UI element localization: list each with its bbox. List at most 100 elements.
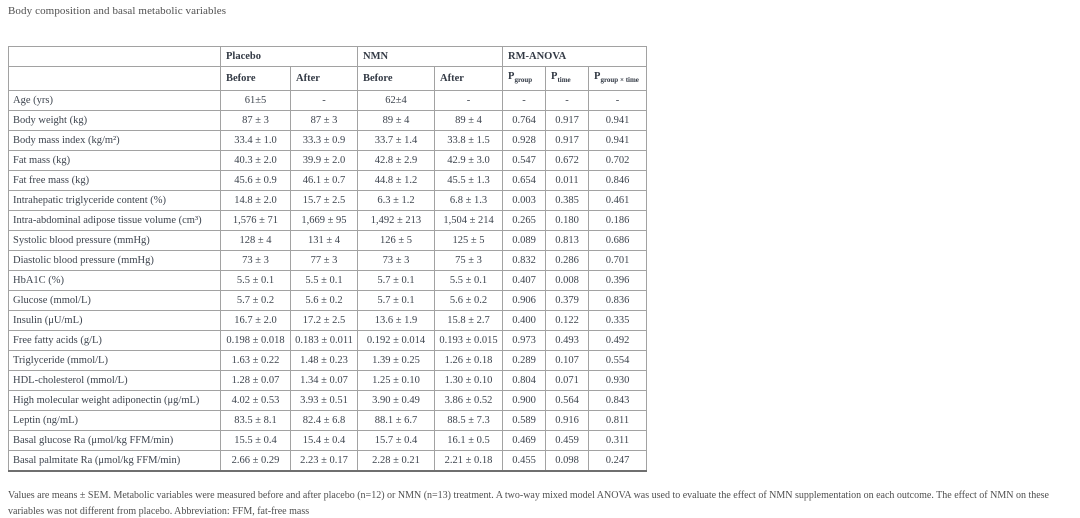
table-row: HDL-cholesterol (mmol/L) 1.28 ± 0.07 1.34 … (8, 370, 648, 392)
cell-value: - (588, 90, 648, 112)
cell-value: - (545, 90, 590, 112)
cell-value: 61±5 (220, 90, 291, 112)
cell-value: - (290, 90, 358, 112)
cell-value: 0.335 (588, 310, 648, 332)
cell-value: 1.26 ± 0.18 (433, 350, 504, 372)
cell-value: 0.916 (545, 410, 590, 432)
row-label: HbA1C (%) (8, 270, 221, 292)
cell-value: 0.286 (545, 250, 590, 272)
cell-value: 0.461 (588, 190, 648, 212)
cell-value: - (502, 90, 547, 112)
table-row: Diastolic blood pressure (mmHg) 73 ± 3 77 … (8, 250, 648, 272)
col-header-placebo-after: After (290, 65, 358, 92)
cell-value: 128 ± 4 (220, 230, 291, 252)
cell-value: 87 ± 3 (290, 110, 358, 132)
cell-value: 1.63 ± 0.22 (220, 350, 291, 372)
cell-value: 0.930 (588, 370, 648, 392)
row-label: Fat mass (kg) (8, 150, 221, 172)
table-footnote: Values are means ± SEM. Metabolic variab… (8, 490, 1049, 517)
cell-value: 1.30 ± 0.10 (433, 370, 504, 392)
row-label: Glucose (mmol/L) (8, 290, 221, 312)
cell-value: 0.469 (502, 430, 547, 452)
cell-value: 15.7 ± 2.5 (290, 190, 358, 212)
group-header-nmn: NMN (356, 46, 504, 67)
cell-value: 82.4 ± 6.8 (290, 410, 358, 432)
cell-value: 3.86 ± 0.52 (433, 390, 504, 412)
cell-value: 0.098 (545, 450, 590, 472)
cell-value: 75 ± 3 (433, 250, 504, 272)
table-row: Systolic blood pressure (mmHg) 128 ± 4 131… (8, 230, 648, 252)
p-subscript: time (557, 76, 571, 85)
cell-value: 0.672 (545, 150, 590, 172)
row-label: Leptin (ng/mL) (8, 410, 221, 432)
table-row: Leptin (ng/mL) 83.5 ± 8.1 82.4 ± 6.8 88.1 ±… (8, 410, 648, 432)
cell-value: 5.5 ± 0.1 (433, 270, 504, 292)
cell-value: 0.186 (588, 210, 648, 232)
cell-value: 46.1 ± 0.7 (290, 170, 358, 192)
table-row: Fat free mass (kg) 45.6 ± 0.9 46.1 ± 0.7 44… (8, 170, 648, 192)
cell-value: - (433, 90, 504, 112)
col-header-placebo-before: Before (220, 65, 291, 92)
cell-value: 88.1 ± 6.7 (357, 410, 435, 432)
metabolic-variables-table: Placebo NMN RM-ANOVA Before After Before… (8, 46, 648, 473)
cell-value: 77 ± 3 (290, 250, 358, 272)
cell-value: 0.900 (502, 390, 547, 412)
cell-value: 16.1 ± 0.5 (433, 430, 504, 452)
table-row: Insulin (μU/mL) 16.7 ± 2.0 17.2 ± 2.5 13.6 … (8, 310, 648, 332)
cell-value: 0.654 (502, 170, 547, 192)
cell-value: 0.832 (502, 250, 547, 272)
cell-value: 6.8 ± 1.3 (433, 190, 504, 212)
row-label: Body weight (kg) (8, 110, 221, 132)
cell-value: 33.7 ± 1.4 (357, 130, 435, 152)
cell-value: 40.3 ± 2.0 (220, 150, 291, 172)
p-symbol: P (551, 71, 558, 82)
corner-cell (8, 46, 221, 67)
cell-value: 5.5 ± 0.1 (220, 270, 291, 292)
row-label: High molecular weight adiponectin (μg/mL… (8, 390, 221, 412)
cell-value: 1.25 ± 0.10 (357, 370, 435, 392)
cell-value: 5.7 ± 0.2 (220, 290, 291, 312)
col-header-nmn-after: After (433, 65, 504, 92)
cell-value: 0.843 (588, 390, 648, 412)
cell-value: 5.7 ± 0.1 (357, 290, 435, 312)
cell-value: 0.385 (545, 190, 590, 212)
cell-value: 0.180 (545, 210, 590, 232)
corner-cell (8, 65, 221, 92)
cell-value: 0.554 (588, 350, 648, 372)
cell-value: 125 ± 5 (433, 230, 504, 252)
col-header-p-group-x-time: Pgroup × time (588, 65, 648, 92)
cell-value: 15.4 ± 0.4 (290, 430, 358, 452)
cell-value: 42.9 ± 3.0 (433, 150, 504, 172)
cell-value: 0.198 ± 0.018 (220, 330, 291, 352)
cell-value: 0.917 (545, 130, 590, 152)
group-header-rm-anova: RM-ANOVA (502, 46, 648, 67)
cell-value: 1.34 ± 0.07 (290, 370, 358, 392)
cell-value: 15.7 ± 0.4 (357, 430, 435, 452)
cell-value: 14.8 ± 2.0 (220, 190, 291, 212)
cell-value: 0.547 (502, 150, 547, 172)
cell-value: 0.192 ± 0.014 (357, 330, 435, 352)
cell-value: 126 ± 5 (357, 230, 435, 252)
cell-value: 42.8 ± 2.9 (357, 150, 435, 172)
cell-value: 5.6 ± 0.2 (433, 290, 504, 312)
cell-value: 0.089 (502, 230, 547, 252)
cell-value: 0.564 (545, 390, 590, 412)
cell-value: 131 ± 4 (290, 230, 358, 252)
cell-value: 0.589 (502, 410, 547, 432)
cell-value: 1.28 ± 0.07 (220, 370, 291, 392)
cell-value: 0.686 (588, 230, 648, 252)
cell-value: 0.265 (502, 210, 547, 232)
cell-value: 0.183 ± 0.011 (290, 330, 358, 352)
cell-value: 3.90 ± 0.49 (357, 390, 435, 412)
cell-value: 0.247 (588, 450, 648, 472)
table-row: Free fatty acids (g/L) 0.198 ± 0.018 0.183… (8, 330, 648, 352)
cell-value: 0.941 (588, 110, 648, 132)
cell-value: 1.48 ± 0.23 (290, 350, 358, 372)
cell-value: 6.3 ± 1.2 (357, 190, 435, 212)
table-row: Basal glucose Ra (μmol/kg FFM/min) 15.5 ±… (8, 430, 648, 452)
cell-value: 0.107 (545, 350, 590, 372)
cell-value: 0.011 (545, 170, 590, 192)
cell-value: 0.917 (545, 110, 590, 132)
cell-value: 0.804 (502, 370, 547, 392)
table-row: High molecular weight adiponectin (μg/mL… (8, 390, 648, 412)
